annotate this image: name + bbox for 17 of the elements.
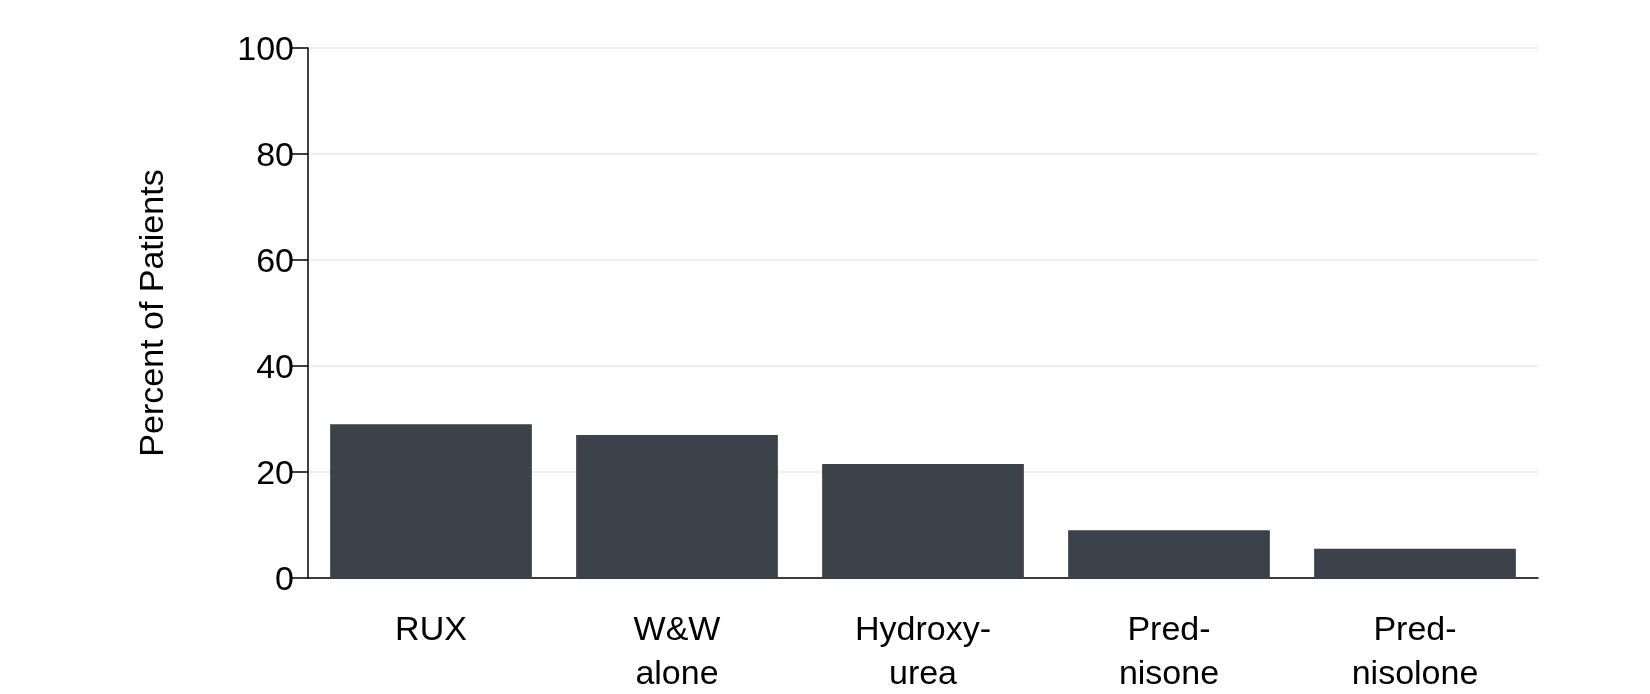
y-tick-label: 20 bbox=[256, 453, 294, 491]
x-tick-label: RUX bbox=[395, 609, 467, 647]
bar bbox=[330, 424, 532, 578]
bar bbox=[576, 434, 778, 578]
x-tick-label: Hydroxy- urea bbox=[854, 609, 992, 691]
x-tick-label: Pred- nisone bbox=[1118, 609, 1220, 691]
y-tick-label: 60 bbox=[256, 241, 294, 279]
x-tick-label: W&W alone bbox=[633, 609, 721, 691]
bar bbox=[822, 464, 1024, 578]
bar bbox=[1314, 548, 1516, 578]
y-tick-label: 80 bbox=[256, 135, 294, 173]
y-tick-label: 100 bbox=[237, 29, 294, 67]
y-tick-label: 0 bbox=[275, 559, 294, 597]
x-tick-label: Pred- nisolone bbox=[1351, 609, 1479, 691]
y-axis-title: Percent of Patients bbox=[132, 169, 170, 457]
y-tick-label: 40 bbox=[256, 347, 294, 385]
bar bbox=[1068, 530, 1270, 578]
